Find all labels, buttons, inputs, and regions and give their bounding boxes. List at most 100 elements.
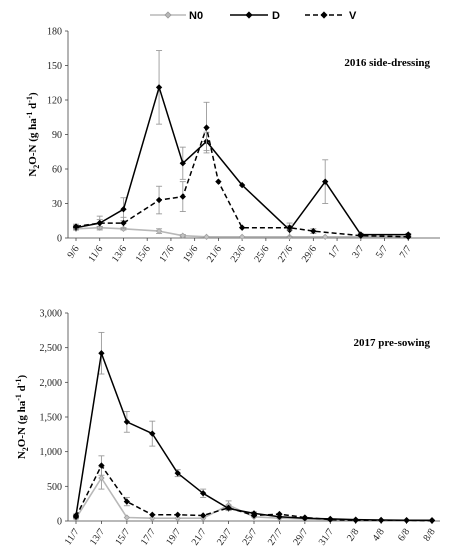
x-tick-label: 29/7 bbox=[291, 527, 310, 548]
data-point bbox=[98, 462, 105, 469]
chart-legend: N0 D V bbox=[150, 10, 357, 22]
y-axis-label: N2O-N (g ha-1 d-1) bbox=[14, 375, 30, 460]
legend-marker-n0 bbox=[164, 11, 172, 19]
x-tick-label: 23/6 bbox=[229, 244, 248, 265]
x-tick-label: 29/6 bbox=[300, 244, 319, 265]
data-point bbox=[155, 84, 163, 91]
data-point bbox=[301, 514, 309, 521]
x-tick-label: 21/7 bbox=[190, 527, 209, 548]
x-tick-label: 19/6 bbox=[181, 244, 200, 265]
series-line-d bbox=[75, 352, 432, 522]
legend-label-d: D bbox=[272, 10, 280, 22]
data-point bbox=[179, 232, 186, 239]
series-line-d bbox=[75, 86, 409, 236]
data-point bbox=[357, 232, 364, 239]
data-point bbox=[286, 224, 293, 231]
legend-marker-v bbox=[320, 11, 328, 19]
data-point bbox=[149, 511, 156, 518]
series-line-v bbox=[75, 126, 409, 238]
series-d bbox=[72, 50, 412, 238]
data-point bbox=[203, 233, 210, 241]
data-point bbox=[310, 227, 317, 235]
data-point bbox=[123, 418, 131, 426]
x-tick-label: 17/6 bbox=[157, 244, 176, 265]
y-tick-label: 500 bbox=[47, 482, 62, 493]
x-tick-label: 9/6 bbox=[65, 244, 81, 261]
data-point bbox=[199, 490, 207, 497]
data-point bbox=[322, 233, 329, 241]
x-tick-label: 13/6 bbox=[110, 244, 129, 265]
x-tick-label: 23/7 bbox=[215, 527, 234, 548]
y-tick-label: 0 bbox=[57, 234, 62, 245]
x-tick-label: 7/7 bbox=[398, 244, 414, 261]
y-tick-label: 1,000 bbox=[40, 447, 63, 458]
x-tick-label: 31/7 bbox=[317, 527, 336, 548]
x-tick-label: 17/7 bbox=[139, 527, 158, 548]
y-tick-label: 120 bbox=[47, 96, 62, 107]
x-tick-label: 13/7 bbox=[88, 527, 107, 548]
x-tick-label: 15/6 bbox=[134, 244, 153, 265]
legend-item-v: V bbox=[305, 10, 357, 22]
x-tick-label: 5/7 bbox=[374, 244, 390, 261]
data-point bbox=[98, 474, 105, 482]
data-point bbox=[174, 511, 181, 518]
data-point bbox=[199, 512, 207, 519]
y-tick-label: 2,000 bbox=[40, 378, 63, 389]
series-d bbox=[72, 331, 436, 524]
series-v bbox=[72, 455, 436, 524]
x-tick-label: 15/7 bbox=[113, 527, 132, 548]
x-tick-label: 4/8 bbox=[371, 527, 387, 544]
y-tick-label: 3,000 bbox=[40, 309, 63, 320]
data-point bbox=[276, 510, 283, 518]
data-point bbox=[123, 514, 131, 521]
data-point bbox=[403, 517, 410, 524]
legend-item-d: D bbox=[230, 10, 280, 22]
x-tick-label: 25/6 bbox=[252, 244, 271, 265]
y-tick-label: 90 bbox=[52, 130, 62, 141]
chart-panel-2016: 0 30 60 90 120 150 180 9/6 11/6 13/6 15/6 17/6 19/6 2… bbox=[25, 27, 440, 265]
data-point bbox=[322, 178, 329, 185]
y-tick-label: 30 bbox=[52, 199, 62, 210]
x-tick-label: 8/8 bbox=[421, 527, 437, 544]
y-tick-label: 0 bbox=[57, 517, 62, 528]
data-point bbox=[238, 181, 246, 189]
data-point bbox=[225, 504, 232, 511]
data-point bbox=[155, 227, 163, 235]
y-tick-label: 180 bbox=[47, 27, 62, 38]
legend-label-v: V bbox=[349, 10, 357, 22]
y-tick-label: 2,500 bbox=[40, 343, 63, 354]
x-tick-label: 27/7 bbox=[266, 527, 285, 548]
data-point bbox=[123, 498, 131, 505]
data-point bbox=[72, 513, 80, 521]
x-tick-label: 19/7 bbox=[164, 527, 183, 548]
x-tick-label: 6/8 bbox=[396, 527, 412, 544]
data-point bbox=[428, 517, 436, 524]
legend-marker-d bbox=[245, 11, 253, 19]
data-point bbox=[250, 512, 258, 519]
data-point bbox=[96, 219, 103, 227]
data-point bbox=[72, 223, 80, 230]
data-point bbox=[179, 160, 186, 167]
data-point bbox=[149, 515, 156, 522]
data-point bbox=[238, 233, 246, 241]
data-point bbox=[179, 193, 186, 200]
x-tick-label: 3/7 bbox=[350, 244, 366, 261]
data-point bbox=[174, 469, 181, 477]
chart-panel-2017: 0 500 1,000 1,500 2,000 2,500 3,000 11/7 13/7 15/… bbox=[14, 309, 440, 548]
data-point bbox=[238, 224, 246, 231]
legend-item-n0: N0 bbox=[150, 10, 203, 22]
data-point bbox=[405, 233, 412, 241]
y-tick-label: 1,500 bbox=[40, 413, 63, 424]
data-point bbox=[215, 178, 222, 185]
x-tick-label: 11/7 bbox=[63, 527, 82, 548]
x-tick-label: 27/6 bbox=[276, 244, 295, 265]
y-axis-label: N2O-N (g ha-1 d-1) bbox=[25, 92, 41, 177]
data-point bbox=[203, 124, 210, 131]
x-tick-label: 21/6 bbox=[205, 244, 224, 265]
y-tick-label: 150 bbox=[47, 61, 62, 72]
data-point bbox=[149, 430, 156, 437]
y-tick-label: 60 bbox=[52, 165, 62, 176]
data-point bbox=[120, 206, 127, 213]
x-tick-label: 2/8 bbox=[345, 527, 361, 544]
